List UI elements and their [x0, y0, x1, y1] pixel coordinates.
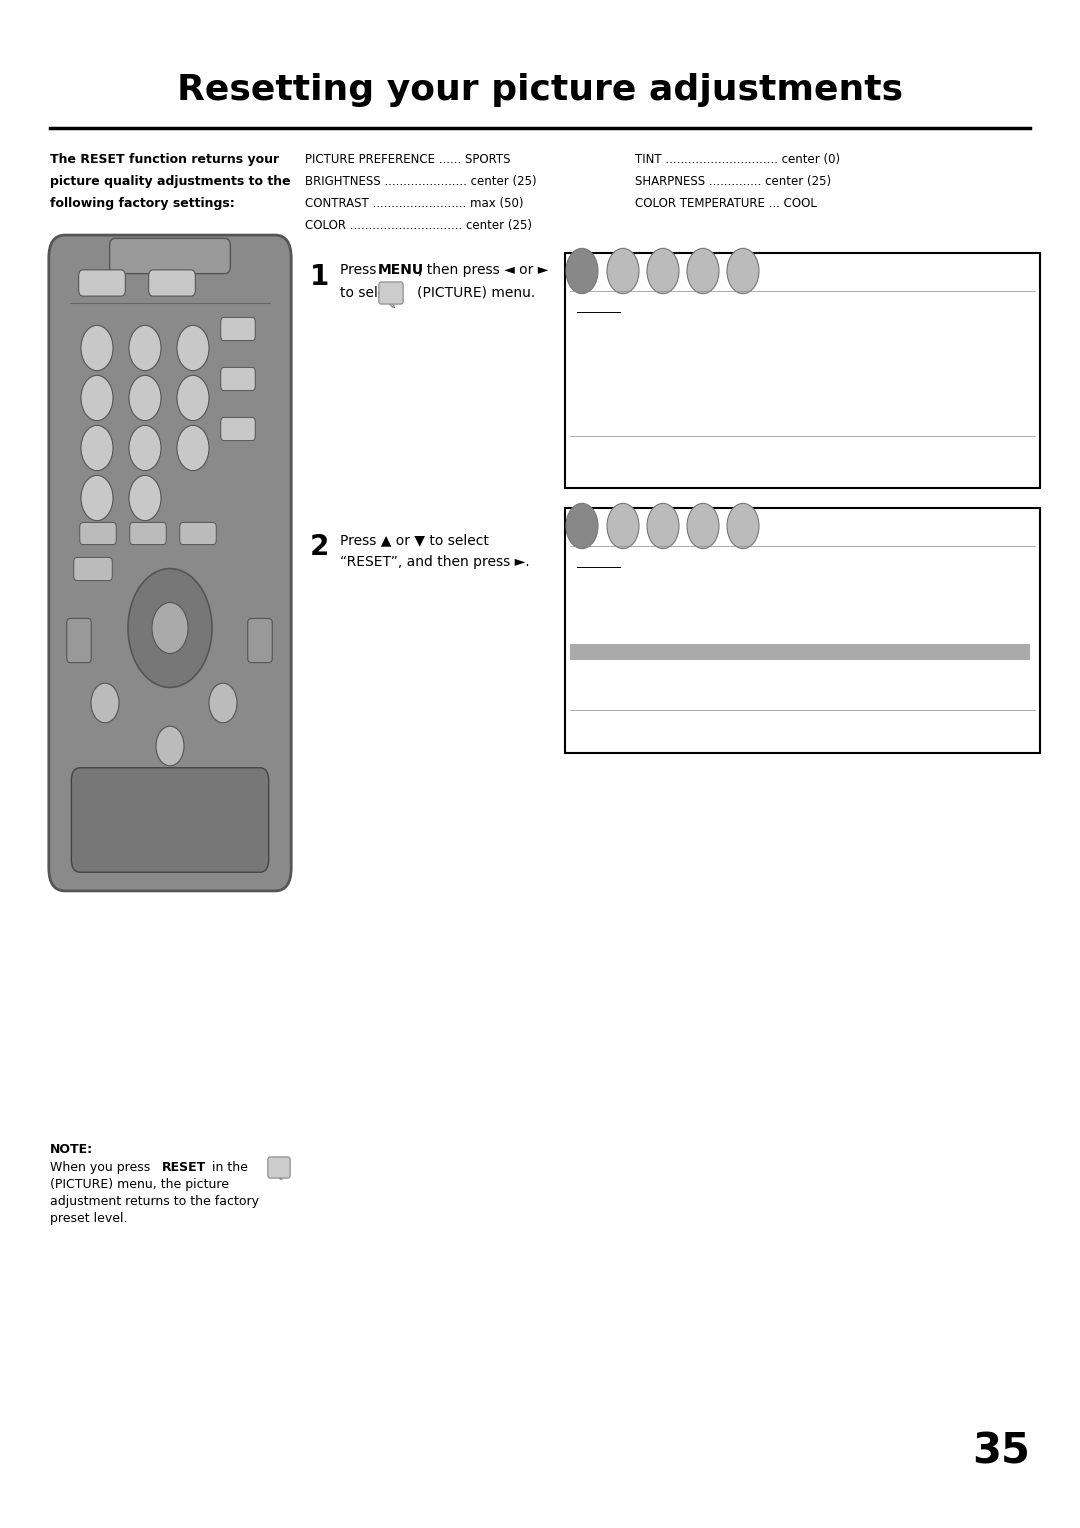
Text: The RESET function returns your: The RESET function returns your: [50, 153, 279, 167]
Text: ▲▼ :SELECT: ▲▼ :SELECT: [577, 721, 630, 730]
Text: TINT: TINT: [577, 387, 597, 396]
Text: QUICK VIEW  INPUT SELECT: QUICK VIEW INPUT SELECT: [75, 521, 150, 526]
Text: SLEEP: SLEEP: [160, 260, 179, 264]
Text: −: −: [79, 601, 87, 611]
Text: RESET: RESET: [75, 556, 95, 561]
Text: 9: 9: [189, 442, 198, 454]
Text: 8: 8: [140, 442, 149, 454]
Text: SHARPNESS .............. center (25): SHARPNESS .............. center (25): [635, 176, 832, 188]
Text: COOL: COOL: [680, 610, 705, 617]
Text: ⚒: ⚒: [699, 521, 707, 532]
Text: 7: 7: [93, 442, 102, 454]
Text: ▼: ▼: [577, 423, 583, 432]
Text: VOL: VOL: [252, 596, 265, 601]
Text: “RESET”, and then press ►.: “RESET”, and then press ►.: [340, 555, 529, 568]
Text: following factory settings:: following factory settings:: [50, 197, 234, 209]
Text: BACK LIGHTING: BACK LIGHTING: [577, 628, 647, 637]
Text: CLOSED: CLOSED: [213, 552, 234, 556]
Text: TINT .............................. center (0): TINT .............................. cent…: [635, 153, 840, 167]
Text: ◄► :ADJUST: ◄► :ADJUST: [832, 448, 885, 455]
Text: , then press ◄ or ►: , then press ◄ or ►: [418, 263, 549, 277]
Text: CH A: CH A: [156, 555, 171, 559]
Text: Resetting your picture adjustments: Resetting your picture adjustments: [177, 73, 903, 107]
Text: in the: in the: [208, 1161, 248, 1174]
Text: When you press: When you press: [50, 1161, 154, 1174]
Text: PICTURE PREFERENCE ...... SPORTS: PICTURE PREFERENCE ...... SPORTS: [305, 153, 511, 167]
Text: ▲: ▲: [577, 575, 583, 584]
Text: ▼: ▼: [166, 648, 174, 659]
Text: POWER: POWER: [83, 260, 106, 264]
Text: Press: Press: [340, 263, 381, 277]
Text: ✎: ✎: [578, 521, 586, 532]
Text: ►: ►: [680, 646, 687, 656]
Text: ▦: ▦: [659, 521, 667, 532]
Text: ◄: ◄: [141, 623, 149, 633]
Text: DISPLAY: DISPLAY: [220, 370, 243, 374]
Text: TEMPERATURE: TEMPERATURE: [577, 610, 642, 617]
Text: −: −: [91, 490, 104, 506]
Text: 2: 2: [310, 533, 329, 561]
Text: 0: 0: [680, 387, 686, 396]
Text: to select    (PICTURE) menu.: to select (PICTURE) menu.: [340, 286, 536, 299]
Text: PICTURE SIZE: PICTURE SIZE: [214, 420, 251, 425]
Text: Press ▲ or ▼ to select: Press ▲ or ▼ to select: [340, 533, 489, 547]
Text: MENU: MENU: [93, 683, 111, 688]
Text: SHARPNESS: SHARPNESS: [577, 403, 631, 413]
Text: adjustment returns to the factory: adjustment returns to the factory: [50, 1195, 259, 1209]
Text: 2: 2: [140, 341, 149, 354]
Text: PICTURE: PICTURE: [577, 301, 627, 312]
Text: 5: 5: [140, 391, 149, 405]
Text: 25: 25: [680, 403, 691, 413]
Text: PICTURE PREFERENCE SPORTS: PICTURE PREFERENCE SPORTS: [577, 318, 732, 327]
Text: 50: 50: [680, 351, 691, 361]
Text: 6: 6: [189, 391, 198, 405]
Text: CONTRAST: CONTRAST: [577, 351, 625, 361]
Text: COLOR TEMPERATURE ... COOL: COLOR TEMPERATURE ... COOL: [635, 197, 816, 209]
Text: ♪: ♪: [620, 521, 626, 532]
Text: preset level.: preset level.: [50, 1212, 127, 1225]
Text: COLOR .............................. center (25): COLOR .............................. cen…: [305, 219, 532, 232]
Text: ◄► :ADJUST: ◄► :ADJUST: [832, 721, 885, 730]
Text: 0: 0: [140, 492, 149, 504]
Text: ▲▼ :SELECT: ▲▼ :SELECT: [577, 448, 630, 455]
Text: EXIT: EXIT: [213, 683, 227, 688]
Text: CH V: CH V: [162, 730, 178, 735]
Text: ✎: ✎: [578, 266, 586, 277]
Text: PICTURE: PICTURE: [577, 556, 627, 565]
Text: 3: 3: [189, 341, 198, 354]
Text: ▲: ▲: [166, 597, 174, 608]
Text: +: +: [254, 601, 262, 611]
Text: RESET: RESET: [577, 646, 606, 656]
Text: (PICTURE) menu, the picture: (PICTURE) menu, the picture: [50, 1178, 229, 1190]
Text: RESET: RESET: [162, 1161, 206, 1174]
Text: ⚿: ⚿: [740, 266, 746, 277]
Text: ►: ►: [191, 623, 199, 633]
Text: MENU: MENU: [378, 263, 424, 277]
Text: 1: 1: [93, 341, 102, 354]
Text: MUTE: MUTE: [225, 319, 240, 325]
Text: 4: 4: [93, 391, 102, 405]
Text: NOTE:: NOTE:: [50, 1143, 93, 1157]
Text: CONTRAST ......................... max (50): CONTRAST ......................... max (…: [305, 197, 524, 209]
Text: COLOR: COLOR: [577, 590, 608, 599]
Text: 1: 1: [310, 263, 329, 290]
Text: 16: 16: [680, 628, 691, 637]
Text: picture quality adjustments to the: picture quality adjustments to the: [50, 176, 291, 188]
Text: 35: 35: [972, 1432, 1030, 1473]
Text: CAPTION: CAPTION: [213, 561, 237, 565]
Text: ▦: ▦: [659, 266, 667, 277]
Text: ⚒: ⚒: [699, 266, 707, 277]
Text: ENTER: ENTER: [156, 623, 184, 633]
Text: BRIGHTNESS ...................... center (25): BRIGHTNESS ...................... center…: [305, 176, 537, 188]
Text: ⚿: ⚿: [740, 521, 746, 532]
Text: ✎: ✎: [387, 301, 395, 312]
Text: VOL: VOL: [77, 596, 90, 601]
Text: 25: 25: [680, 335, 691, 344]
Text: BRIGHTNESS: BRIGHTNESS: [577, 335, 635, 344]
Text: 25: 25: [680, 368, 691, 377]
Text: ♪: ♪: [620, 266, 626, 277]
Text: ✎: ✎: [275, 1174, 283, 1183]
Text: COLOR: COLOR: [577, 368, 608, 377]
